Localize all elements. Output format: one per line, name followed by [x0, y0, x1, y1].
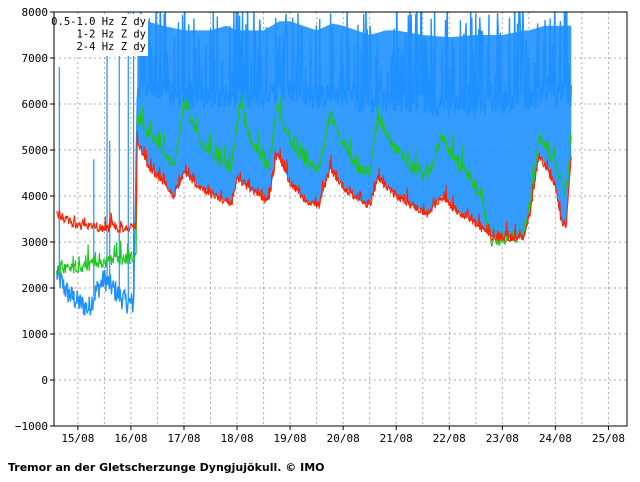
y-tick-label: 2000	[22, 282, 49, 295]
x-tick-label: 18/08	[220, 432, 253, 445]
y-tick-label: 5000	[22, 144, 49, 157]
axis-ticks: 8000 7000 6000 5000 4000 3000 2000 1000 0 −1000 15…	[15, 6, 625, 445]
y-tick-label: 8000	[22, 6, 49, 19]
series-line-2	[56, 94, 572, 276]
x-tick-label: 25/08	[592, 432, 625, 445]
y-tick-label: 6000	[22, 98, 49, 111]
x-tick-label: 19/08	[274, 432, 307, 445]
x-tick-label: 15/08	[61, 432, 94, 445]
x-tick-label: 21/08	[380, 432, 413, 445]
y-tick-label: 4000	[22, 190, 49, 203]
plot-series	[56, 12, 572, 316]
x-tick-label: 22/08	[433, 432, 466, 445]
y-tick-label: 0	[41, 374, 48, 387]
plot-frame	[53, 11, 628, 427]
y-tick-label: −1000	[15, 420, 48, 433]
legend-box	[56, 14, 148, 56]
legend-entry: 0.5-1.0 Hz Z dy	[51, 16, 146, 28]
x-tick-label: 17/08	[167, 432, 200, 445]
x-tick-label: 20/08	[327, 432, 360, 445]
chart-caption: Tremor an der Gletscherzunge Dyngjujökul…	[8, 461, 325, 474]
legend-entry: 2-4 Hz Z dy	[76, 41, 146, 53]
y-tick-label: 7000	[22, 52, 49, 65]
legend-entry: 1-2 Hz Z dy	[76, 29, 146, 41]
x-tick-label: 16/08	[114, 432, 147, 445]
series-line-3	[56, 130, 572, 243]
legend: 0.5-1.0 Hz Z dy1-2 Hz Z dy2-4 Hz Z dy	[51, 14, 148, 56]
y-tick-label: 1000	[22, 328, 49, 341]
x-tick-label: 23/08	[486, 432, 519, 445]
y-tick-label: 3000	[22, 236, 49, 249]
x-tick-label: 24/08	[539, 432, 572, 445]
